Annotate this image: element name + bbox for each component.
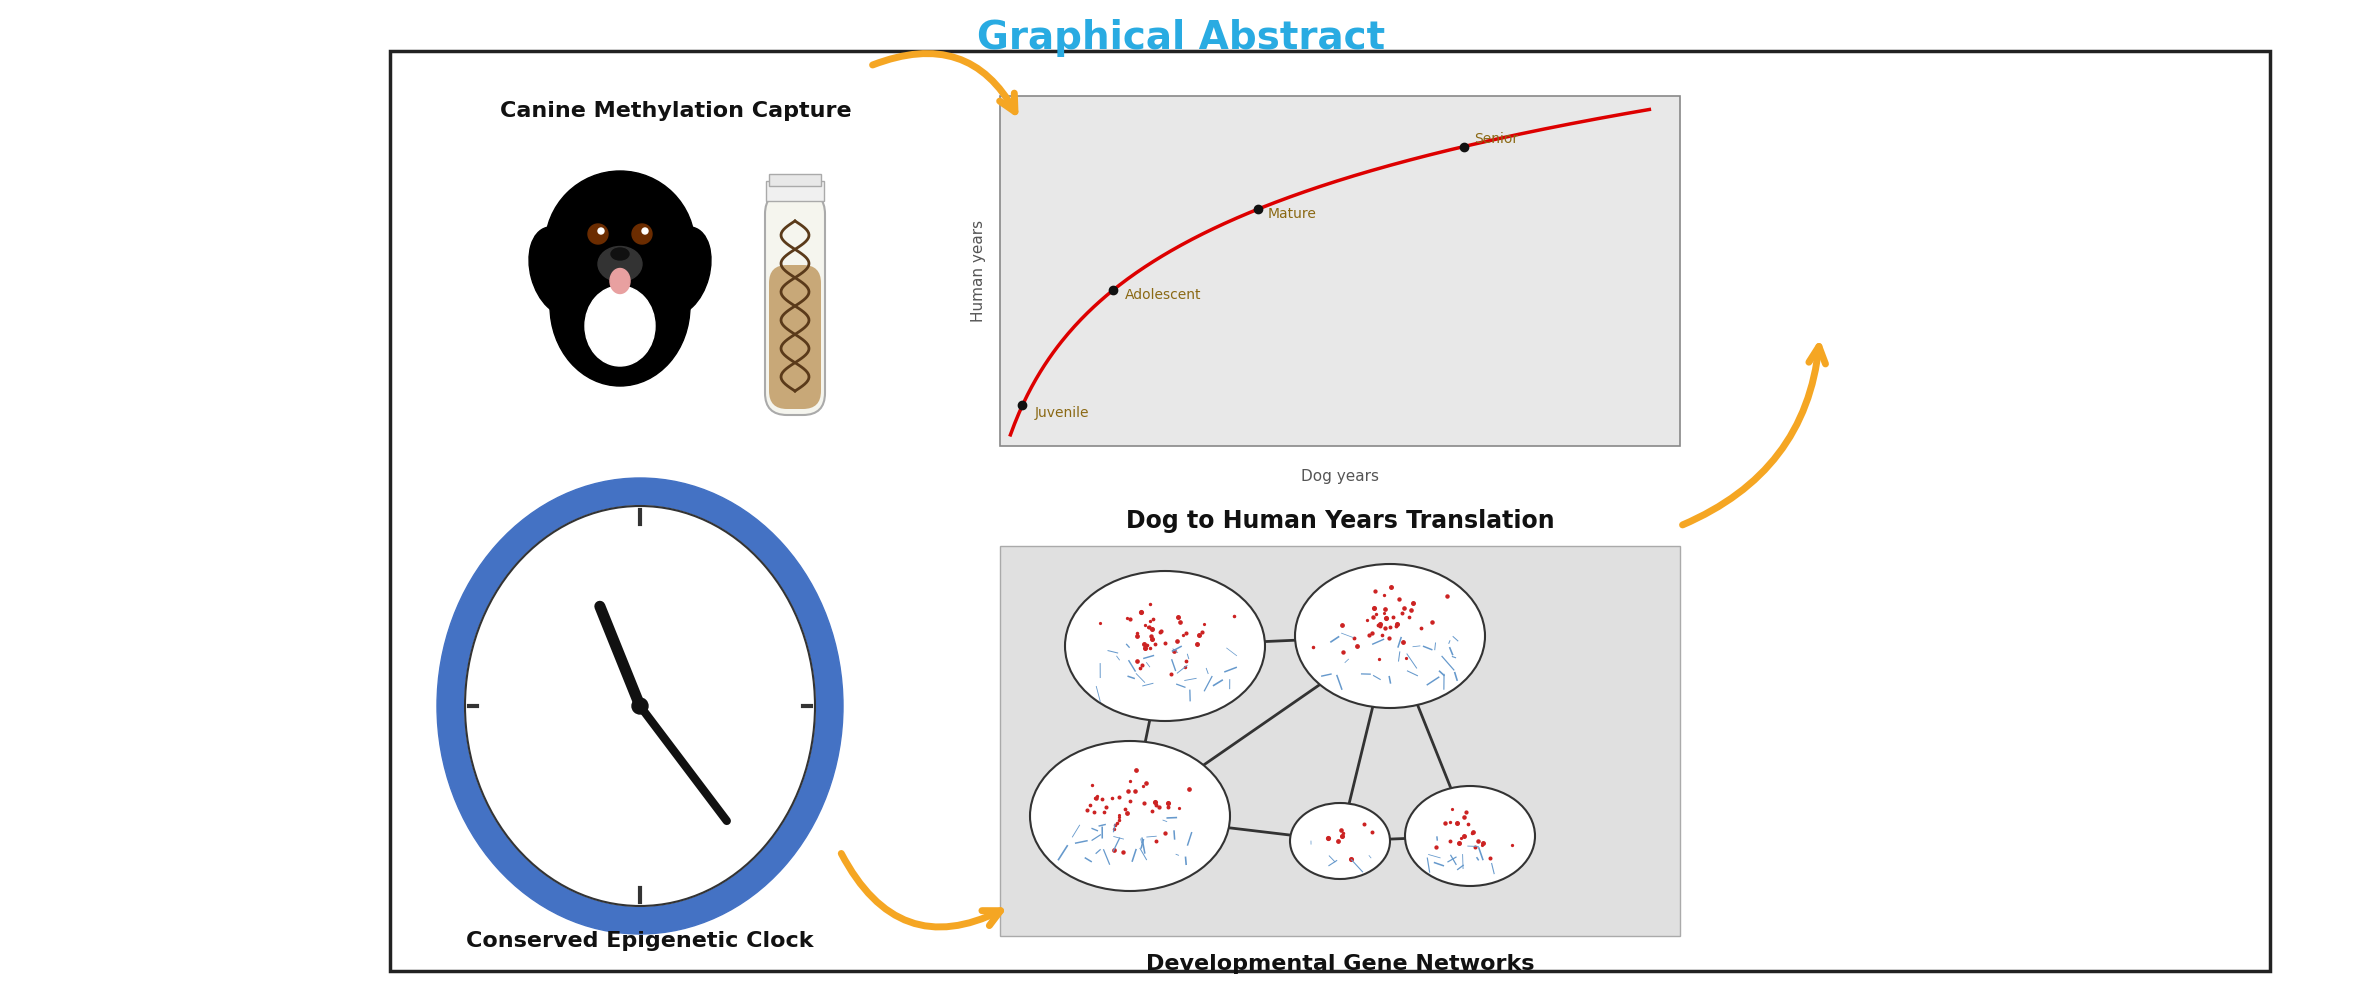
Circle shape <box>588 224 607 244</box>
Text: Dog to Human Years Translation: Dog to Human Years Translation <box>1127 509 1554 533</box>
Ellipse shape <box>652 227 711 315</box>
Circle shape <box>546 171 694 321</box>
Text: Juvenile: Juvenile <box>1035 406 1089 421</box>
Ellipse shape <box>437 478 843 934</box>
Ellipse shape <box>465 506 815 906</box>
Text: Graphical Abstract: Graphical Abstract <box>978 19 1384 57</box>
Ellipse shape <box>586 286 654 366</box>
Bar <box>765 181 824 201</box>
Ellipse shape <box>1294 564 1486 708</box>
Ellipse shape <box>1290 803 1389 879</box>
Text: Human years: Human years <box>971 220 985 322</box>
Text: Adolescent: Adolescent <box>1124 288 1202 302</box>
Ellipse shape <box>609 269 631 294</box>
Ellipse shape <box>1405 786 1535 886</box>
Ellipse shape <box>550 226 690 386</box>
Circle shape <box>642 228 647 234</box>
Text: Canine Methylation Capture: Canine Methylation Capture <box>501 101 853 121</box>
Bar <box>770 174 822 186</box>
Text: Developmental Gene Networks: Developmental Gene Networks <box>1146 954 1535 974</box>
FancyBboxPatch shape <box>765 192 824 415</box>
Circle shape <box>633 224 652 244</box>
Text: Dog years: Dog years <box>1301 469 1379 484</box>
Ellipse shape <box>598 246 642 282</box>
Text: Conserved Epigenetic Clock: Conserved Epigenetic Clock <box>465 931 815 951</box>
Text: Mature: Mature <box>1268 207 1316 221</box>
Ellipse shape <box>1030 741 1231 891</box>
Ellipse shape <box>612 248 628 260</box>
Circle shape <box>598 228 605 234</box>
Ellipse shape <box>529 227 588 315</box>
Bar <box>999 96 1679 446</box>
FancyBboxPatch shape <box>770 265 822 409</box>
Text: Senior: Senior <box>1474 132 1519 146</box>
Circle shape <box>633 698 647 714</box>
Bar <box>390 51 2270 971</box>
Ellipse shape <box>1065 571 1266 721</box>
Bar <box>999 546 1679 936</box>
